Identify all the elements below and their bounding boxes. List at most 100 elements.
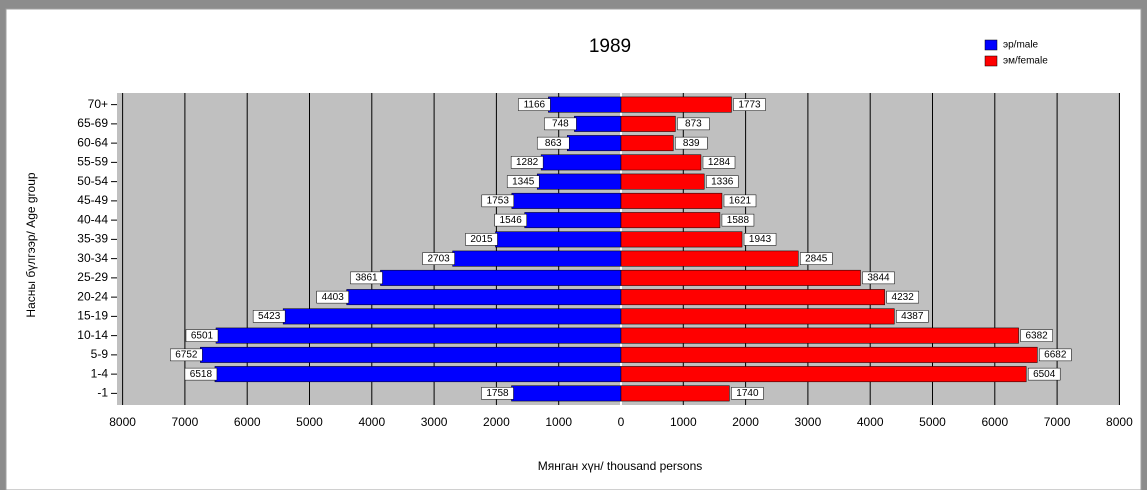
data-label-box — [702, 156, 736, 169]
y-tick-label: 60-64 — [77, 135, 108, 149]
data-label: 1753 — [487, 196, 510, 207]
data-label-box — [494, 213, 527, 227]
data-label: 1284 — [708, 157, 731, 168]
data-label-box — [886, 290, 919, 304]
x-tick-label: 3000 — [421, 415, 448, 429]
data-label: 1943 — [749, 234, 772, 245]
x-tick-label: 2000 — [483, 415, 510, 429]
y-tick-label: -1 — [97, 386, 108, 400]
data-label-box — [316, 290, 349, 304]
bar — [620, 327, 1019, 344]
data-label: 1740 — [736, 388, 759, 399]
bar — [200, 346, 622, 363]
bar — [620, 269, 861, 286]
bar — [215, 327, 622, 344]
x-tick-label: 6000 — [234, 415, 261, 429]
data-label-box — [544, 117, 577, 131]
bar — [620, 154, 702, 171]
x-tick-label: 7000 — [1044, 415, 1071, 429]
chart-title: 1989 — [589, 36, 631, 57]
x-tick-label: 4000 — [857, 415, 884, 429]
y-tick-label: 35-39 — [77, 232, 108, 246]
x-tick-label: 2000 — [732, 415, 759, 429]
data-label: 1282 — [516, 157, 539, 168]
y-tick-label: 55-59 — [77, 155, 108, 169]
data-label: 1336 — [711, 176, 734, 187]
bar — [282, 308, 622, 325]
bar — [380, 269, 622, 286]
bar — [620, 308, 895, 325]
x-tick-label: 7000 — [172, 415, 199, 429]
bar — [511, 192, 622, 209]
data-label: 863 — [545, 138, 562, 149]
data-label: 5423 — [258, 311, 281, 322]
data-label: 1588 — [727, 215, 750, 226]
bar — [620, 289, 885, 306]
data-label: 839 — [683, 138, 700, 149]
x-tick-label: 8000 — [1106, 415, 1133, 429]
x-tick-label: 5000 — [919, 415, 946, 429]
bar — [620, 366, 1027, 383]
data-label-box — [481, 194, 515, 208]
y-tick-label: 40-44 — [77, 212, 108, 226]
data-label-box — [733, 98, 766, 111]
data-label-box — [422, 252, 455, 265]
data-label-box — [799, 252, 833, 265]
data-label-box — [350, 271, 383, 285]
data-label-box — [184, 367, 218, 381]
bar — [620, 135, 674, 152]
bar — [620, 173, 705, 190]
data-label-box — [896, 310, 929, 323]
x-tick-label: 8000 — [109, 415, 136, 429]
bar — [620, 231, 743, 248]
data-label: 6382 — [1025, 330, 1048, 341]
bar — [495, 231, 622, 248]
data-label-box — [1020, 329, 1053, 342]
data-label: 6752 — [175, 350, 198, 361]
data-label-box — [465, 233, 498, 246]
data-label: 1758 — [486, 388, 509, 399]
bar — [620, 212, 721, 229]
data-label-box — [510, 156, 544, 169]
data-label-box — [252, 310, 286, 323]
y-tick-label: 5-9 — [91, 347, 109, 361]
x-tick-label: 0 — [618, 415, 625, 429]
data-label: 2703 — [427, 253, 450, 264]
x-tick-label: 1000 — [670, 415, 697, 429]
bar — [536, 173, 622, 190]
bar — [620, 385, 730, 402]
data-label: 748 — [552, 119, 569, 130]
data-label-box — [481, 387, 514, 400]
x-axis-label: Мянган хүн/ thousand persons — [538, 459, 703, 473]
data-label: 1773 — [738, 99, 761, 110]
legend-swatch — [984, 39, 998, 51]
data-label-box — [721, 213, 755, 227]
bar — [452, 250, 622, 267]
data-label-box — [731, 387, 764, 400]
y-tick-label: 45-49 — [77, 193, 108, 207]
data-label-box — [536, 136, 570, 150]
bar — [540, 154, 622, 171]
data-label: 4232 — [892, 292, 915, 303]
data-label-box — [518, 98, 551, 111]
bar — [346, 289, 622, 306]
data-label: 3861 — [355, 273, 378, 284]
y-axis-label: Насны бүлгээр/ Age group — [24, 172, 38, 317]
x-tick-label: 1000 — [545, 415, 572, 429]
data-label-box — [705, 175, 739, 188]
data-label-box — [185, 329, 219, 342]
data-label-box — [743, 233, 777, 246]
y-tick-label: 20-24 — [77, 289, 108, 303]
x-tick-label: 6000 — [981, 415, 1008, 429]
data-label-box — [677, 117, 710, 131]
data-label-box — [170, 348, 203, 362]
data-label: 6504 — [1033, 369, 1056, 380]
data-label-box — [723, 194, 757, 208]
x-tick-label: 5000 — [296, 415, 323, 429]
x-tick-label: 4000 — [358, 415, 385, 429]
data-label-box — [1027, 367, 1061, 381]
bar — [566, 135, 622, 152]
data-label: 3844 — [867, 273, 890, 284]
bar — [620, 115, 676, 132]
